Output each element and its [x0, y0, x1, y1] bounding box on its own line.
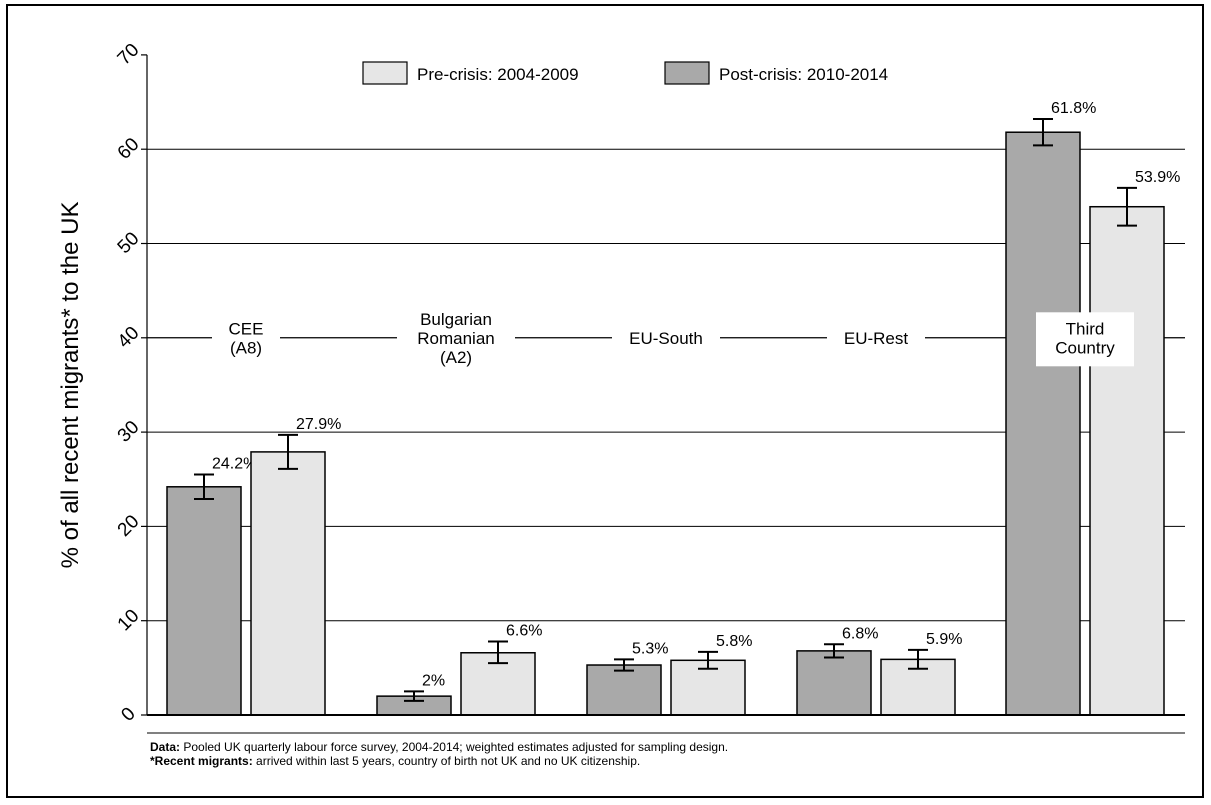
bar-g2-s0: [586, 664, 662, 716]
y-tick-label-30: 30: [114, 417, 144, 447]
data-note-label: Data:: [150, 740, 181, 754]
value-label-g0-s0: 24.2%: [212, 456, 257, 473]
legend-swatch-0: [664, 61, 710, 85]
value-label-g4-s0: 61.8%: [1051, 100, 1096, 117]
category-label-4-1: Country: [1055, 338, 1115, 357]
legend-label-1: Pre-crisis: 2004-2009: [417, 65, 579, 84]
bar-g4-s0: [1005, 131, 1081, 716]
category-label-3-0: EU-Rest: [844, 329, 909, 348]
migrants-note-text: arrived within last 5 years, country of …: [252, 754, 641, 768]
bar-g0-s1: [250, 451, 326, 716]
value-label-g3-s0: 6.8%: [842, 625, 878, 642]
category-label-bg-3: [827, 321, 925, 357]
value-label-g1-s0: 2%: [422, 672, 445, 689]
data-note-text: Pooled UK quarterly labour force survey,…: [180, 740, 729, 754]
y-tick-label-50: 50: [114, 228, 144, 258]
category-label-2-0: EU-South: [629, 329, 703, 348]
bar-g3-s0: [796, 650, 872, 716]
legend-swatch-1: [362, 61, 408, 85]
value-label-g2-s1: 5.8%: [716, 633, 752, 650]
value-label-g3-s1: 5.9%: [926, 631, 962, 648]
category-label-1-1: Romanian: [417, 329, 495, 348]
bar-g4-s1: [1089, 205, 1165, 716]
legend-label-0: Post-crisis: 2010-2014: [719, 65, 888, 84]
y-tick-label-40: 40: [114, 323, 144, 353]
y-tick-label-10: 10: [114, 605, 144, 635]
bar-g0-s0: [166, 486, 242, 716]
category-label-0-0: CEE: [229, 319, 264, 338]
category-label-bg-0: [212, 312, 280, 367]
recent-migrants-note: *Recent migrants: arrived within last 5 …: [150, 754, 640, 768]
category-label-bg-1: [397, 302, 515, 376]
category-label-bg-4: [1036, 312, 1134, 367]
category-label-1-0: Bulgarian: [420, 310, 492, 329]
y-tick-label-60: 60: [114, 134, 144, 164]
category-label-0-1: (A8): [230, 338, 262, 357]
value-label-g1-s1: 6.6%: [506, 622, 542, 639]
category-label-bg-2: [612, 321, 720, 357]
migrants-note-label: *Recent migrants:: [150, 754, 253, 768]
y-axis-title: % of all recent migrants* to the UK: [57, 202, 84, 569]
value-label-g4-s1: 53.9%: [1135, 169, 1180, 186]
data-source-note: Data: Pooled UK quarterly labour force s…: [150, 740, 728, 754]
value-label-g2-s0: 5.3%: [632, 640, 668, 657]
category-label-1-2: (A2): [440, 348, 472, 367]
y-tick-label-0: 0: [117, 703, 139, 725]
value-label-g0-s1: 27.9%: [296, 416, 341, 433]
y-tick-label-20: 20: [114, 511, 144, 541]
y-tick-label-70: 70: [114, 40, 144, 70]
category-label-4-0: Third: [1066, 319, 1105, 338]
